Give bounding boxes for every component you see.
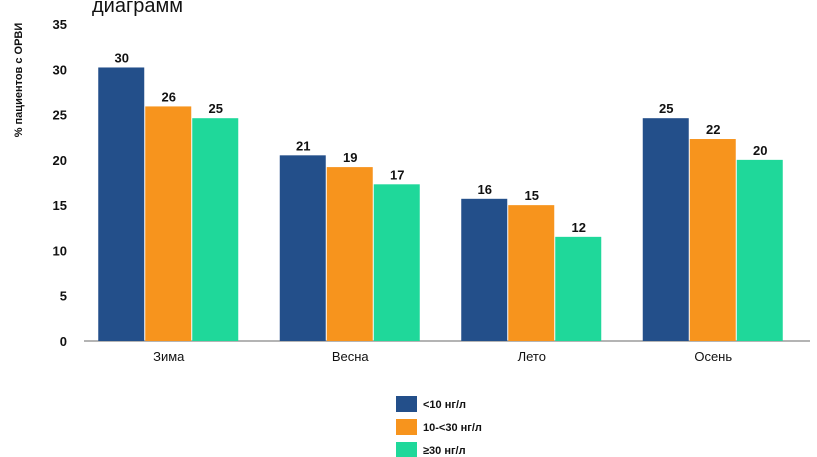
- category-label: Осень: [694, 349, 732, 364]
- legend-swatch: [396, 396, 417, 412]
- y-axis-label: % пациентов с ОРВИ: [13, 23, 25, 138]
- y-tick-label: 0: [60, 334, 67, 349]
- y-tick-label: 15: [53, 198, 67, 213]
- bar: [461, 198, 508, 341]
- y-tick-label: 25: [53, 108, 67, 123]
- data-label: 20: [753, 143, 767, 158]
- y-tick-label: 20: [53, 153, 67, 168]
- bar: [373, 184, 420, 341]
- legend: <10 нг/л 10-<30 нг/л ≥30 нг/л: [396, 396, 482, 457]
- bar: [642, 118, 689, 342]
- bar: [192, 118, 239, 342]
- bar: [279, 155, 326, 341]
- y-tick-label: 5: [60, 289, 67, 304]
- data-label: 22: [706, 122, 720, 137]
- data-label: 12: [572, 220, 586, 235]
- legend-swatch: [396, 442, 417, 457]
- category-label: Весна: [332, 349, 370, 364]
- category-labels: Зима Весна Лето Осень: [153, 349, 732, 364]
- legend-label: <10 нг/л: [423, 399, 466, 411]
- bar: [326, 167, 373, 341]
- bar: [736, 159, 783, 341]
- y-tick-label: 35: [53, 17, 67, 32]
- data-label: 17: [390, 167, 404, 182]
- data-label: 25: [659, 101, 673, 116]
- data-label: 25: [209, 101, 223, 116]
- bar: [98, 67, 145, 341]
- legend-label: 10-<30 нг/л: [423, 422, 482, 434]
- bars-group: 30 26 25 21 19 17 16 15 12 25 22 20: [98, 50, 783, 342]
- data-label: 15: [525, 188, 539, 203]
- bar: [508, 205, 555, 341]
- legend-label: ≥30 нг/л: [423, 445, 466, 457]
- data-label: 19: [343, 150, 357, 165]
- category-label: Лето: [518, 349, 546, 364]
- bar: [145, 106, 192, 341]
- y-tick-label: 30: [53, 62, 67, 77]
- legend-swatch: [396, 419, 417, 435]
- bar: [555, 236, 602, 341]
- y-tick-label: 10: [53, 243, 67, 258]
- data-label: 26: [162, 89, 176, 104]
- data-label: 16: [478, 182, 492, 197]
- data-label: 21: [296, 138, 310, 153]
- clipped-top-text: диаграмм: [92, 0, 183, 17]
- data-label: 30: [115, 50, 129, 65]
- category-label: Зима: [153, 349, 185, 364]
- bar: [689, 139, 736, 341]
